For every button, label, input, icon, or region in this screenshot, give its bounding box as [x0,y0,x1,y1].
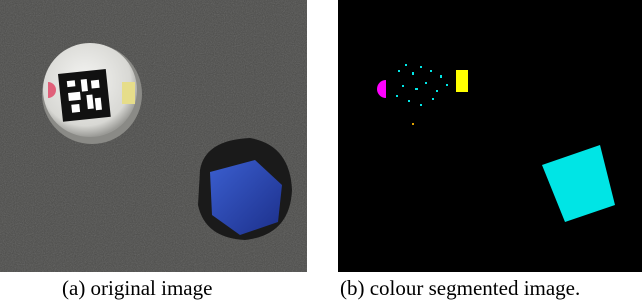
caption: (b) colour segmented image. [340,276,580,301]
figure: (a) original image (b) colour segmented … [0,0,642,307]
original-image [0,0,307,272]
caption: (a) original image [62,276,212,301]
figure-images [0,0,642,272]
segmented-image [338,0,642,272]
